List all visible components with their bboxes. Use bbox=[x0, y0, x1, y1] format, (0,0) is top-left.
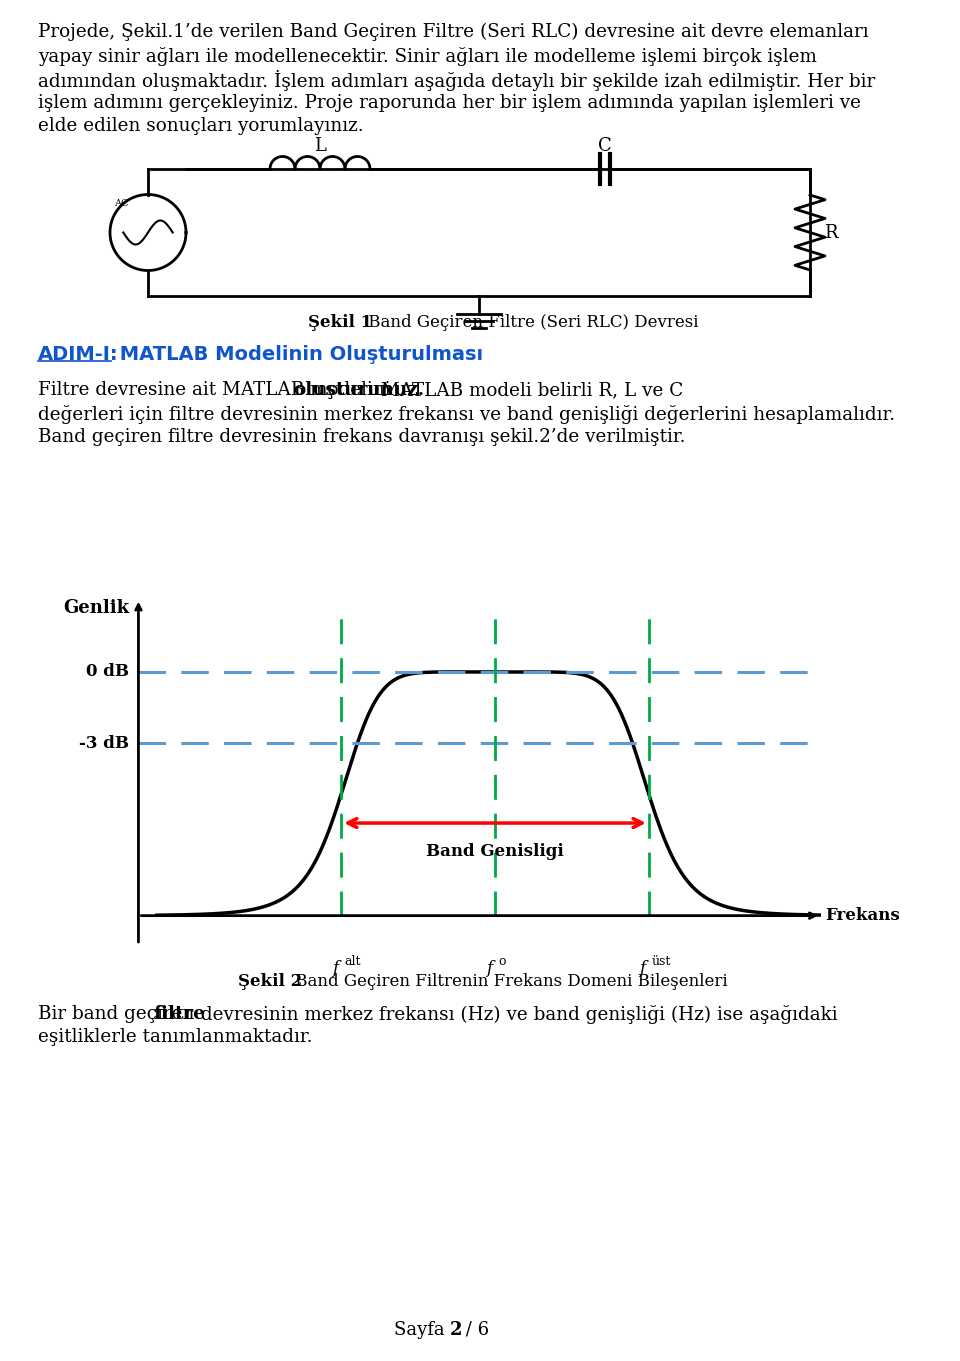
Text: Frekans: Frekans bbox=[826, 908, 900, 924]
Text: Sayfa: Sayfa bbox=[394, 1322, 450, 1339]
Text: Band Geçiren Filtrenin Frekans Domeni Bileşenleri: Band Geçiren Filtrenin Frekans Domeni Bi… bbox=[290, 973, 728, 989]
Text: o: o bbox=[498, 954, 506, 968]
Text: filtre: filtre bbox=[153, 1004, 205, 1023]
Text: adımından oluşmaktadır. İşlem adımları aşağıda detaylı bir şekilde izah edilmişt: adımından oluşmaktadır. İşlem adımları a… bbox=[38, 69, 876, 91]
Text: -3 dB: -3 dB bbox=[80, 735, 130, 751]
Text: 2: 2 bbox=[450, 1322, 463, 1339]
Text: devresinin merkez frekansı (Hz) ve band genişliği (Hz) ise aşağıdaki: devresinin merkez frekansı (Hz) ve band … bbox=[195, 1004, 838, 1023]
Text: ADIM-I:: ADIM-I: bbox=[38, 344, 119, 363]
Text: oluşturunuz.: oluşturunuz. bbox=[293, 381, 424, 399]
Text: Şekil 1: Şekil 1 bbox=[308, 314, 372, 331]
Text: yapay sinir ağları ile modellenecektir. Sinir ağları ile modelleme işlemi birçok: yapay sinir ağları ile modellenecektir. … bbox=[38, 46, 817, 65]
Text: f: f bbox=[486, 960, 492, 976]
Text: MATLAB modeli belirli R, L ve C: MATLAB modeli belirli R, L ve C bbox=[375, 381, 684, 399]
Text: Genlik: Genlik bbox=[63, 599, 130, 617]
Text: R: R bbox=[824, 223, 837, 241]
Text: işlem adımını gerçekleyiniz. Proje raporunda her bir işlem adımında yapılan işle: işlem adımını gerçekleyiniz. Proje rapor… bbox=[38, 94, 861, 112]
Text: f: f bbox=[332, 960, 338, 976]
Text: MATLAB Modelinin Oluşturulması: MATLAB Modelinin Oluşturulması bbox=[113, 344, 483, 363]
Text: AC: AC bbox=[114, 199, 129, 207]
Text: 0 dB: 0 dB bbox=[86, 663, 130, 680]
Text: Band Genisligi: Band Genisligi bbox=[426, 842, 564, 860]
Text: üst: üst bbox=[652, 954, 671, 968]
Text: Band geçiren filtre devresinin frekans davranışı şekil.2’de verilmiştir.: Band geçiren filtre devresinin frekans d… bbox=[38, 427, 685, 446]
Text: alt: alt bbox=[345, 954, 361, 968]
Text: Şekil 2: Şekil 2 bbox=[238, 973, 302, 989]
Text: Band Geçiren Filtre (Seri RLC) Devresi: Band Geçiren Filtre (Seri RLC) Devresi bbox=[363, 314, 699, 331]
Text: Projede, Şekil.1’de verilen Band Geçiren Filtre (Seri RLC) devresine ait devre e: Projede, Şekil.1’de verilen Band Geçiren… bbox=[38, 23, 869, 41]
Text: Filtre devresine ait MATLAB modelini: Filtre devresine ait MATLAB modelini bbox=[38, 381, 396, 399]
Text: elde edilen sonuçları yorumlayınız.: elde edilen sonuçları yorumlayınız. bbox=[38, 117, 364, 135]
Text: / 6: / 6 bbox=[460, 1322, 490, 1339]
Text: f: f bbox=[639, 960, 645, 976]
Text: değerleri için filtre devresinin merkez frekansı ve band genişliği değerlerini h: değerleri için filtre devresinin merkez … bbox=[38, 404, 895, 423]
Text: L: L bbox=[314, 137, 326, 155]
Text: C: C bbox=[598, 137, 612, 155]
Text: eşitliklerle tanımlanmaktadır.: eşitliklerle tanımlanmaktadır. bbox=[38, 1029, 313, 1047]
Text: Bir band geçiren: Bir band geçiren bbox=[38, 1004, 201, 1023]
